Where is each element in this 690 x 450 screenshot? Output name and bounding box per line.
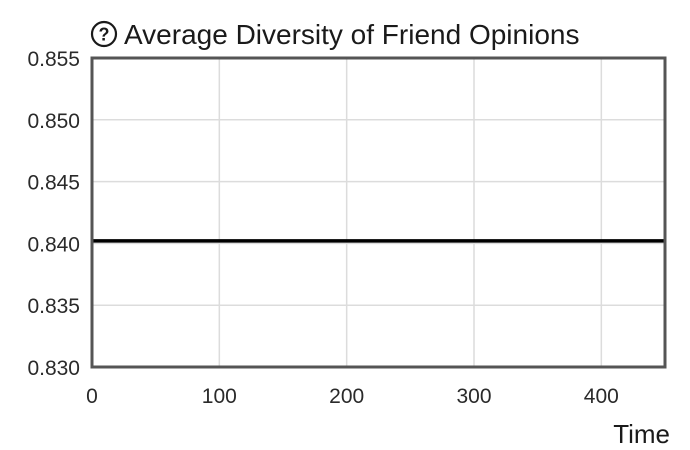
y-tick-label: 0.830 [27, 357, 80, 380]
chart-title-text: Average Diversity of Friend Opinions [124, 19, 579, 50]
y-tick-label: 0.840 [27, 233, 80, 256]
y-tick-label: 0.835 [27, 295, 80, 318]
help-icon[interactable]: ? [90, 20, 118, 48]
x-tick-label: 0 [86, 385, 98, 408]
y-axis-ticks: 0.830 0.835 0.840 0.845 0.850 0.855 [27, 48, 80, 380]
y-tick-label: 0.845 [27, 172, 80, 195]
x-tick-label: 200 [329, 385, 364, 408]
x-axis-label: Time [613, 419, 670, 449]
y-tick-label: 0.850 [27, 110, 80, 133]
plot-frame [90, 56, 667, 369]
x-tick-label: 300 [456, 385, 491, 408]
x-axis-ticks: 0 100 200 300 400 [86, 385, 619, 408]
x-tick-label: 400 [584, 385, 619, 408]
chart-title: ? Average Diversity of Friend Opinions [90, 19, 579, 50]
x-tick-label: 100 [202, 385, 237, 408]
question-circle-icon [90, 20, 118, 48]
question-mark-glyph: ? [99, 25, 110, 45]
grid [91, 57, 665, 368]
y-tick-label: 0.855 [27, 48, 80, 71]
